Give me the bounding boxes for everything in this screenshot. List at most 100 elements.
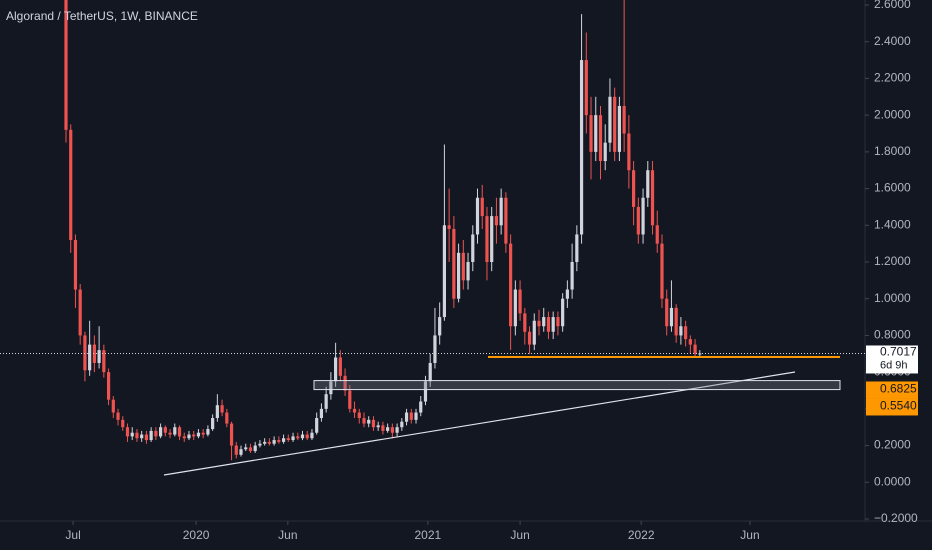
candle-body	[111, 399, 115, 413]
candle-body	[660, 243, 664, 299]
candle-body	[348, 390, 352, 409]
y-tick-label: 0.0000	[874, 474, 911, 488]
candle-body	[442, 225, 446, 318]
candle-body	[78, 289, 82, 336]
candle-body	[73, 239, 78, 290]
x-tick-label: Jun	[278, 528, 297, 542]
candle-body	[277, 440, 281, 442]
candle-body	[239, 449, 243, 455]
candle-body	[159, 427, 163, 437]
candle-body	[404, 412, 409, 422]
candle-body	[518, 289, 522, 314]
level-badge	[866, 381, 918, 399]
candle-body	[641, 197, 645, 235]
candle-body	[272, 440, 276, 444]
candle-body	[168, 432, 172, 435]
candle-body	[334, 357, 338, 382]
candle-body	[281, 438, 286, 442]
candle-body	[561, 298, 565, 327]
candle-body	[650, 170, 655, 226]
candle-body	[395, 427, 399, 433]
candle-body	[636, 206, 640, 235]
y-tick-label: 2.6000	[874, 0, 911, 11]
candle-body	[679, 326, 683, 336]
candle-body	[523, 313, 527, 332]
last-price-badge	[866, 345, 918, 374]
candle-body	[608, 96, 612, 143]
x-tick-label: 2021	[414, 528, 441, 542]
candle-body	[414, 412, 418, 420]
candle-body	[386, 427, 390, 431]
y-tick-label: 2.0000	[874, 107, 911, 121]
y-tick-label: −0.2000	[874, 511, 918, 525]
candle-body	[234, 445, 238, 455]
candle-body	[428, 362, 432, 382]
candle-body	[130, 432, 134, 437]
candle-body	[646, 170, 650, 198]
candle-body	[248, 447, 253, 452]
candle-body	[513, 289, 517, 327]
candle-body	[371, 419, 376, 428]
candle-body	[475, 197, 480, 235]
candle-body	[537, 320, 541, 327]
candle-body	[613, 96, 617, 152]
candle-body	[551, 317, 555, 332]
candle-body	[83, 335, 87, 371]
candle-body	[617, 105, 622, 152]
candle-body	[116, 412, 120, 420]
candle-body	[674, 307, 678, 336]
x-tick-label: Jul	[65, 528, 80, 542]
candle-body	[603, 142, 607, 162]
y-tick-label: 2.4000	[874, 34, 911, 48]
candle-body	[149, 430, 153, 441]
candle-body	[438, 317, 442, 336]
candle-body	[69, 129, 73, 240]
candle-body	[102, 350, 106, 373]
level-badge	[866, 398, 918, 416]
candle-body	[622, 105, 626, 134]
candle-body	[381, 425, 385, 431]
support-zone	[313, 380, 841, 391]
candle-body	[201, 432, 205, 435]
candle-body	[693, 344, 697, 354]
candle-body	[688, 339, 692, 345]
candle-body	[296, 436, 300, 439]
candle-body	[263, 441, 267, 444]
candle-body	[494, 216, 499, 226]
candle-body	[480, 197, 484, 217]
candle-body	[471, 234, 475, 262]
countdown-label: 6d 9h	[880, 359, 908, 371]
candle-body	[352, 408, 357, 413]
candle-body	[627, 133, 631, 171]
candle-body	[187, 434, 191, 439]
candle-body	[357, 412, 361, 419]
candle-body	[598, 115, 603, 162]
candle-body	[594, 115, 598, 152]
candle-body	[267, 441, 271, 444]
candle-body	[338, 357, 342, 376]
candle-body	[291, 436, 295, 441]
candle-body	[655, 225, 659, 244]
candle-body	[532, 320, 536, 345]
y-tick-label: 0.8000	[874, 328, 911, 342]
candle-body	[575, 234, 579, 262]
candle-body	[192, 434, 196, 437]
candle-body	[499, 197, 503, 226]
y-tick-label: 1.6000	[874, 181, 911, 195]
candle-body	[632, 170, 636, 207]
candle-body	[211, 418, 215, 430]
candle-body	[570, 262, 574, 290]
candle-body	[319, 408, 324, 419]
candle-body	[433, 335, 437, 363]
candle-body	[504, 197, 508, 244]
candle-body	[310, 432, 314, 439]
candle-body	[196, 432, 201, 437]
y-tick-label: 1.2000	[874, 254, 911, 268]
candle-body	[64, 0, 68, 130]
candle-body	[258, 443, 262, 446]
candle-body	[452, 228, 456, 299]
candle-body	[229, 423, 234, 446]
candle-body	[409, 412, 413, 420]
candle-body	[546, 317, 551, 332]
